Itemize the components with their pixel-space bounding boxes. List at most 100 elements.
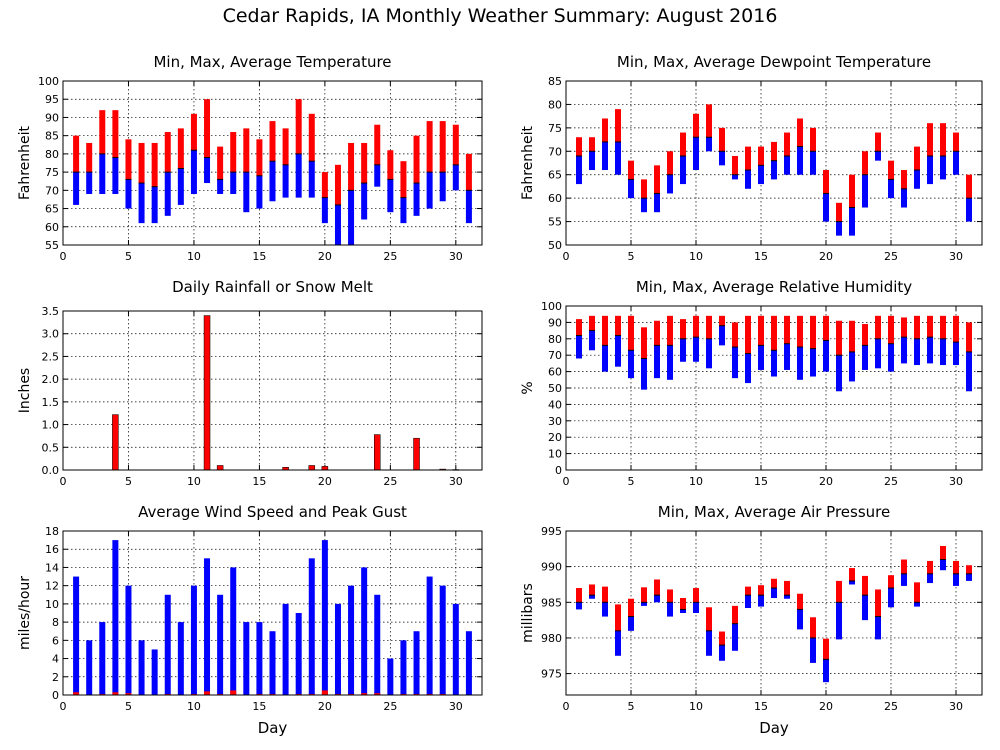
- chart-title: Min, Max, Average Air Pressure: [658, 503, 890, 521]
- min-bar: [706, 630, 712, 656]
- min-bar: [797, 609, 803, 630]
- min-bar: [282, 164, 289, 198]
- y-tick-label: 2: [52, 671, 59, 684]
- min-bar: [810, 151, 816, 175]
- y-tick-label: 1.5: [42, 396, 60, 409]
- max-bar: [784, 580, 790, 596]
- min-bar: [940, 559, 946, 571]
- y-tick-label: 85: [45, 130, 59, 143]
- min-bar: [706, 338, 712, 369]
- gust-bar: [413, 631, 420, 695]
- gust-bar: [282, 603, 289, 695]
- y-tick-label: 55: [548, 216, 562, 229]
- max-bar: [589, 315, 595, 331]
- x-tick-label: 5: [125, 700, 132, 713]
- min-bar: [680, 338, 686, 362]
- rain-bar: [112, 414, 119, 471]
- min-bar: [875, 338, 881, 369]
- max-bar: [719, 315, 725, 326]
- min-bar: [374, 164, 381, 187]
- min-bar: [615, 141, 621, 175]
- plot-frame: [565, 80, 983, 246]
- max-bar: [758, 146, 764, 166]
- y-tick-label: 3.0: [42, 328, 60, 341]
- gust-bar: [348, 585, 355, 695]
- max-bar: [576, 319, 582, 336]
- y-tick-label: 4: [52, 653, 59, 666]
- min-bar: [641, 602, 647, 606]
- max-bar: [204, 99, 211, 158]
- gust-bar: [138, 640, 145, 695]
- min-bar: [862, 345, 868, 370]
- max-bar: [217, 146, 224, 180]
- x-tick-label: 5: [628, 700, 635, 713]
- y-tick-label: 8: [52, 616, 59, 629]
- max-bar: [732, 155, 738, 175]
- x-tick-label: 0: [563, 475, 570, 488]
- x-tick-label: 25: [383, 250, 397, 263]
- min-bar: [641, 358, 647, 390]
- max-bar: [400, 161, 407, 198]
- max-bar: [745, 146, 751, 171]
- min-bar: [901, 188, 907, 208]
- max-bar: [230, 132, 237, 173]
- max-bar: [953, 315, 959, 343]
- max-bar: [602, 586, 608, 603]
- min-bar: [99, 153, 106, 194]
- min-bar: [589, 595, 595, 599]
- min-bar: [439, 172, 446, 202]
- max-bar: [295, 99, 302, 154]
- y-tick-label: 10: [548, 448, 562, 461]
- gust-bar: [99, 622, 106, 695]
- max-bar: [810, 127, 816, 152]
- chart-panel-2: Min, Max, Average Dewpoint Temperature50…: [520, 53, 983, 263]
- chart-panel-4: Min, Max, Average Relative Humidity 0 10 20…: [520, 278, 983, 488]
- min-bar: [849, 351, 855, 382]
- gust-bar: [243, 622, 250, 695]
- max-bar: [940, 123, 946, 156]
- max-bar: [164, 132, 171, 173]
- gust-bar: [452, 603, 459, 695]
- bars: [576, 315, 972, 392]
- max-bar: [282, 128, 289, 165]
- max-bar: [810, 617, 816, 638]
- y-tick-label: 70: [548, 349, 562, 362]
- gust-bar: [230, 567, 237, 695]
- min-bar: [875, 151, 881, 161]
- max-bar: [940, 315, 946, 339]
- max-bar: [589, 584, 595, 596]
- max-bar: [576, 137, 582, 156]
- min-bar: [810, 637, 816, 663]
- avg-wind-bar: [112, 692, 119, 695]
- y-tick-label: 60: [548, 192, 562, 205]
- max-bar: [348, 142, 355, 191]
- gust-bar: [112, 540, 119, 695]
- min-bar: [719, 151, 725, 166]
- y-tick-label: 90: [548, 316, 562, 329]
- min-bar: [138, 183, 145, 224]
- gust-bar: [374, 594, 381, 695]
- rain-bar: [308, 465, 316, 471]
- gust-bar: [295, 613, 302, 695]
- gust-bar: [177, 622, 184, 695]
- min-bar: [602, 602, 608, 617]
- min-bar: [771, 588, 777, 599]
- max-bar: [875, 589, 881, 617]
- max-bar: [641, 327, 647, 359]
- avg-wind-bar: [204, 691, 211, 695]
- max-bar: [966, 565, 972, 574]
- min-bar: [295, 153, 302, 198]
- min-bar: [426, 172, 433, 209]
- y-tick-label: 75: [45, 166, 59, 179]
- max-bar: [615, 315, 621, 336]
- max-bar: [927, 315, 933, 338]
- gust-bar: [321, 540, 328, 695]
- max-bar: [719, 127, 725, 152]
- min-bar: [361, 183, 368, 220]
- max-bar: [706, 104, 712, 138]
- y-tick-label: 0: [52, 689, 59, 702]
- y-tick-label: 80: [548, 333, 562, 346]
- min-bar: [628, 179, 634, 199]
- gust-bar: [125, 585, 132, 695]
